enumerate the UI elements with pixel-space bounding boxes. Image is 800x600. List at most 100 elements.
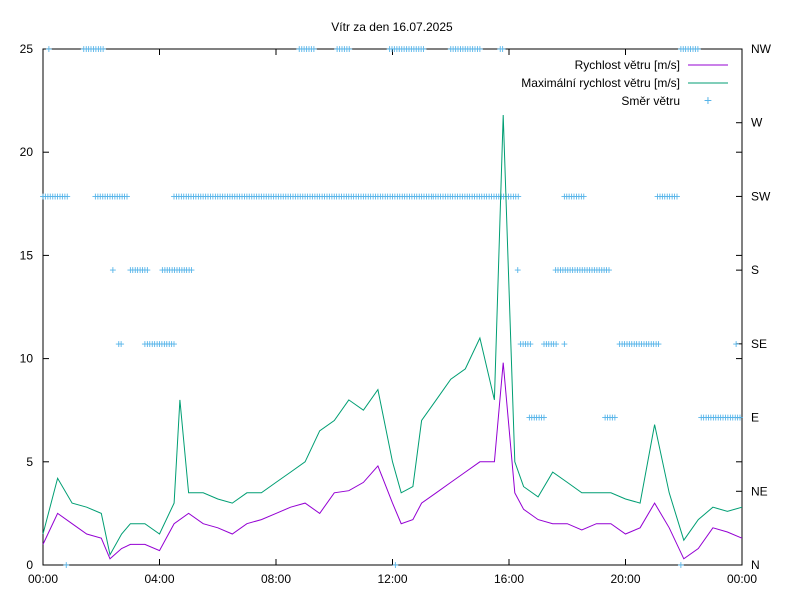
direction-marker: + <box>343 189 350 203</box>
direction-marker: + <box>561 337 568 351</box>
direction-marker: + <box>256 189 263 203</box>
direction-marker: + <box>450 42 457 56</box>
direction-marker: + <box>517 337 524 351</box>
direction-marker: + <box>578 189 585 203</box>
direction-marker: + <box>727 411 734 425</box>
y2-tick-label: SE <box>751 337 767 351</box>
direction-marker: + <box>423 189 430 203</box>
direction-marker: + <box>603 263 610 277</box>
chart-title: Vítr za den 16.07.2025 <box>331 20 453 34</box>
direction-marker: + <box>488 189 495 203</box>
legend-label-speed: Rychlost větru [m/s] <box>575 58 680 72</box>
direction-marker: + <box>567 263 574 277</box>
direction-marker: + <box>118 337 125 351</box>
direction-marker: + <box>722 411 729 425</box>
direction-marker: + <box>178 263 185 277</box>
direction-marker: + <box>42 189 49 203</box>
direction-marker: + <box>341 42 348 56</box>
direction-marker: + <box>49 189 56 203</box>
direction-marker: + <box>253 189 260 203</box>
direction-marker: + <box>236 189 243 203</box>
y-tick-label: 25 <box>20 42 34 56</box>
direction-marker: + <box>561 189 568 203</box>
direction-marker: + <box>188 263 195 277</box>
direction-marker: + <box>703 411 710 425</box>
direction-marker: + <box>619 337 626 351</box>
direction-marker: + <box>121 189 128 203</box>
direction-marker: + <box>715 411 722 425</box>
direction-marker: + <box>97 42 104 56</box>
direction-marker: + <box>116 189 123 203</box>
direction-marker: + <box>573 189 580 203</box>
direction-marker: + <box>311 189 318 203</box>
direction-marker: + <box>139 263 146 277</box>
direction-marker: + <box>214 189 221 203</box>
series-line <box>42 114 743 557</box>
direction-marker: + <box>611 411 618 425</box>
direction-marker: + <box>202 189 209 203</box>
direction-marker: + <box>659 189 666 203</box>
direction-marker: + <box>287 189 294 203</box>
direction-marker: + <box>720 411 727 425</box>
direction-marker: + <box>677 558 684 572</box>
direction-marker: + <box>526 411 533 425</box>
direction-marker: + <box>319 189 326 203</box>
direction-marker: + <box>260 189 267 203</box>
direction-marker: + <box>54 189 61 203</box>
direction-marker: + <box>343 42 350 56</box>
direction-marker: + <box>94 189 101 203</box>
direction-marker: + <box>694 42 701 56</box>
direction-marker: + <box>717 411 724 425</box>
direction-marker: + <box>100 42 107 56</box>
direction-marker: + <box>459 42 466 56</box>
direction-marker: + <box>389 189 396 203</box>
direction-marker: + <box>483 189 490 203</box>
direction-marker: + <box>605 263 612 277</box>
direction-marker: + <box>432 189 439 203</box>
direction-marker: + <box>391 189 398 203</box>
direction-marker: + <box>481 189 488 203</box>
direction-marker: + <box>425 189 432 203</box>
direction-marker: + <box>248 189 255 203</box>
direction-marker: + <box>576 263 583 277</box>
direction-marker: + <box>495 189 502 203</box>
direction-marker: + <box>161 263 168 277</box>
direction-marker: + <box>472 42 479 56</box>
direction-marker: + <box>572 263 579 277</box>
direction-marker: + <box>687 42 694 56</box>
direction-marker: + <box>151 337 158 351</box>
direction-marker: + <box>474 42 481 56</box>
plot-frame <box>42 48 743 566</box>
direction-marker: + <box>616 337 623 351</box>
direction-marker: + <box>601 263 608 277</box>
direction-marker: + <box>471 189 478 203</box>
direction-marker: + <box>80 42 87 56</box>
direction-marker: + <box>500 189 507 203</box>
direction-marker: + <box>104 189 111 203</box>
direction-marker: + <box>241 189 248 203</box>
direction-marker: + <box>185 189 192 203</box>
direction-marker: + <box>270 189 277 203</box>
direction-marker: + <box>92 42 99 56</box>
direction-marker: + <box>106 189 113 203</box>
direction-marker: + <box>386 42 393 56</box>
direction-marker: + <box>109 263 116 277</box>
direction-marker: + <box>626 337 633 351</box>
direction-marker: + <box>403 42 410 56</box>
direction-marker: + <box>455 42 462 56</box>
direction-marker: + <box>643 337 650 351</box>
direction-marker: + <box>299 189 306 203</box>
direction-marker: + <box>166 337 173 351</box>
y2-tick-label: NE <box>751 484 768 498</box>
direction-marker: + <box>339 42 346 56</box>
direction-marker: + <box>557 263 564 277</box>
direction-marker: + <box>533 411 540 425</box>
direction-marker: + <box>724 411 731 425</box>
direction-marker: + <box>563 189 570 203</box>
direction-marker: + <box>389 42 396 56</box>
direction-marker: + <box>348 189 355 203</box>
direction-marker: + <box>545 337 552 351</box>
direction-marker: + <box>621 337 628 351</box>
direction-marker: + <box>413 42 420 56</box>
